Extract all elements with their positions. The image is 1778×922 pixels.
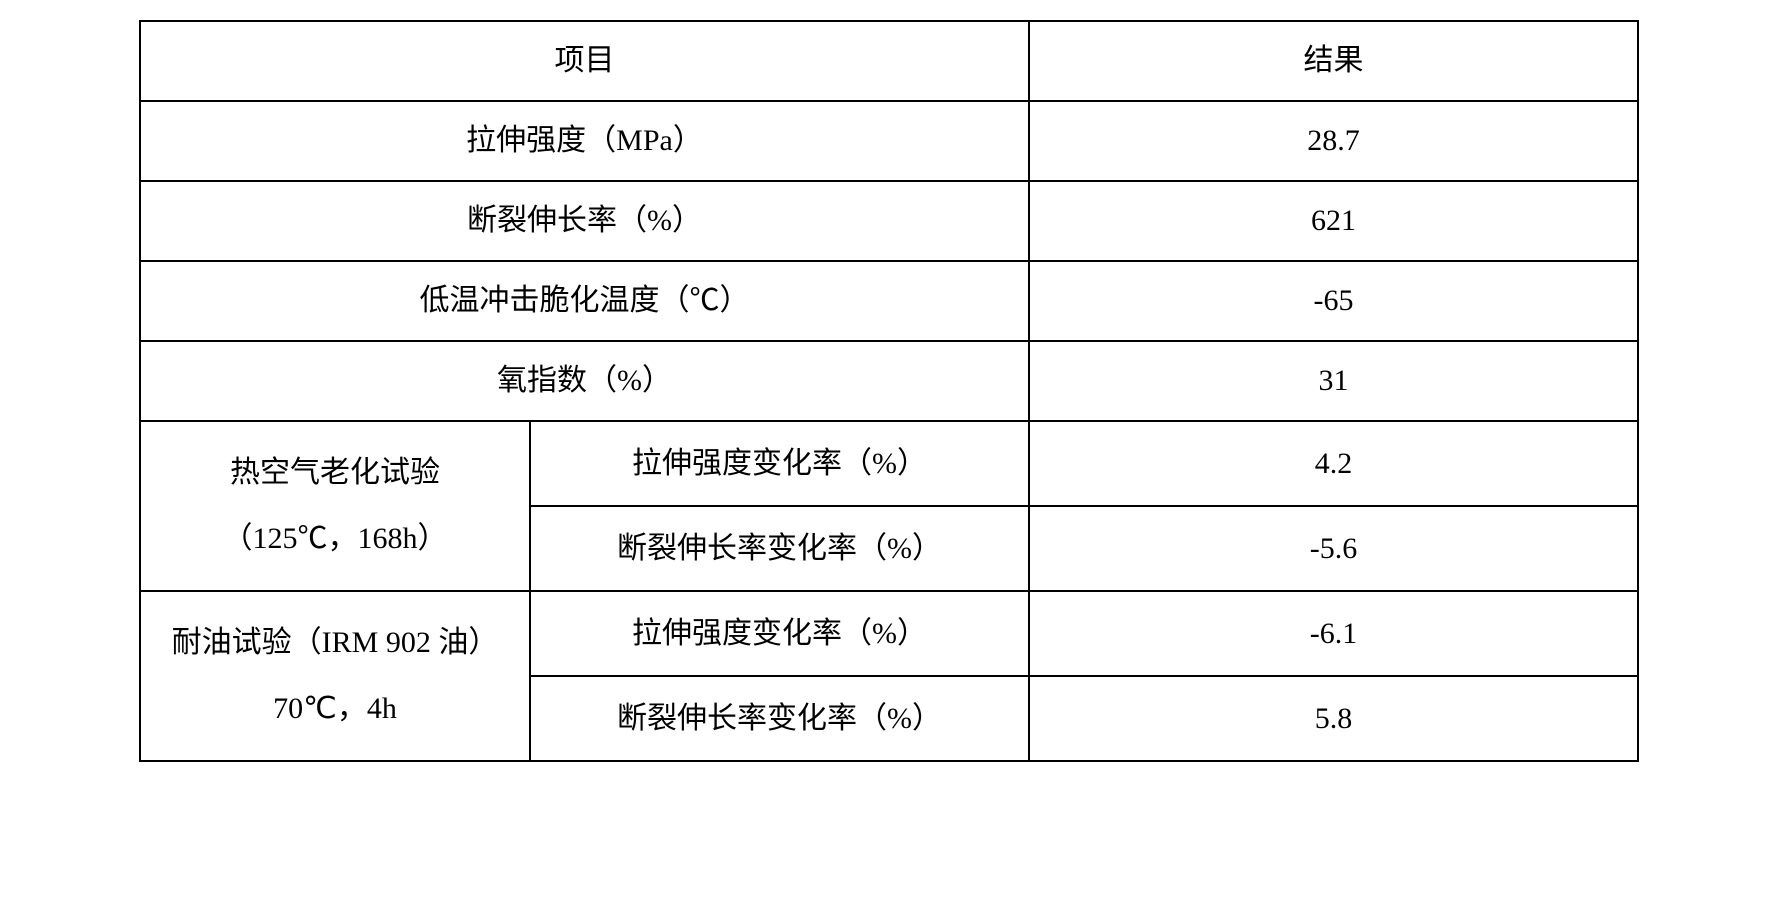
group1-title: 热空气老化试验 （125℃，168h） xyxy=(140,421,530,591)
table-header-row: 项目 结果 xyxy=(140,21,1638,101)
group1-sub2-label: 断裂伸长率变化率（%） xyxy=(530,506,1029,591)
table-row: 低温冲击脆化温度（℃） -65 xyxy=(140,261,1638,341)
row-label: 拉伸强度（MPa） xyxy=(140,101,1029,181)
table-row: 耐油试验（IRM 902 油） 70℃，4h 拉伸强度变化率（%） -6.1 xyxy=(140,591,1638,676)
group2-sub1-label: 拉伸强度变化率（%） xyxy=(530,591,1029,676)
row-label: 断裂伸长率（%） xyxy=(140,181,1029,261)
group1-sub1-value: 4.2 xyxy=(1029,421,1638,506)
group2-title-line2: 70℃，4h xyxy=(273,692,397,725)
header-project: 项目 xyxy=(140,21,1029,101)
header-result: 结果 xyxy=(1029,21,1638,101)
group1-title-line2: （125℃，168h） xyxy=(223,522,448,555)
data-table: 项目 结果 拉伸强度（MPa） 28.7 断裂伸长率（%） 621 低温冲击脆化… xyxy=(139,20,1639,762)
group1-title-line1: 热空气老化试验 xyxy=(230,456,440,489)
group2-title: 耐油试验（IRM 902 油） 70℃，4h xyxy=(140,591,530,761)
row-value: 31 xyxy=(1029,341,1638,421)
table-row: 拉伸强度（MPa） 28.7 xyxy=(140,101,1638,181)
row-value: -65 xyxy=(1029,261,1638,341)
group2-sub2-label: 断裂伸长率变化率（%） xyxy=(530,676,1029,761)
group2-title-line1: 耐油试验（IRM 902 油） xyxy=(172,626,499,659)
group1-sub1-label: 拉伸强度变化率（%） xyxy=(530,421,1029,506)
table-row: 热空气老化试验 （125℃，168h） 拉伸强度变化率（%） 4.2 xyxy=(140,421,1638,506)
row-label: 氧指数（%） xyxy=(140,341,1029,421)
table-row: 氧指数（%） 31 xyxy=(140,341,1638,421)
table-row: 断裂伸长率（%） 621 xyxy=(140,181,1638,261)
group2-sub1-value: -6.1 xyxy=(1029,591,1638,676)
group1-sub2-value: -5.6 xyxy=(1029,506,1638,591)
row-label: 低温冲击脆化温度（℃） xyxy=(140,261,1029,341)
group2-sub2-value: 5.8 xyxy=(1029,676,1638,761)
row-value: 621 xyxy=(1029,181,1638,261)
row-value: 28.7 xyxy=(1029,101,1638,181)
